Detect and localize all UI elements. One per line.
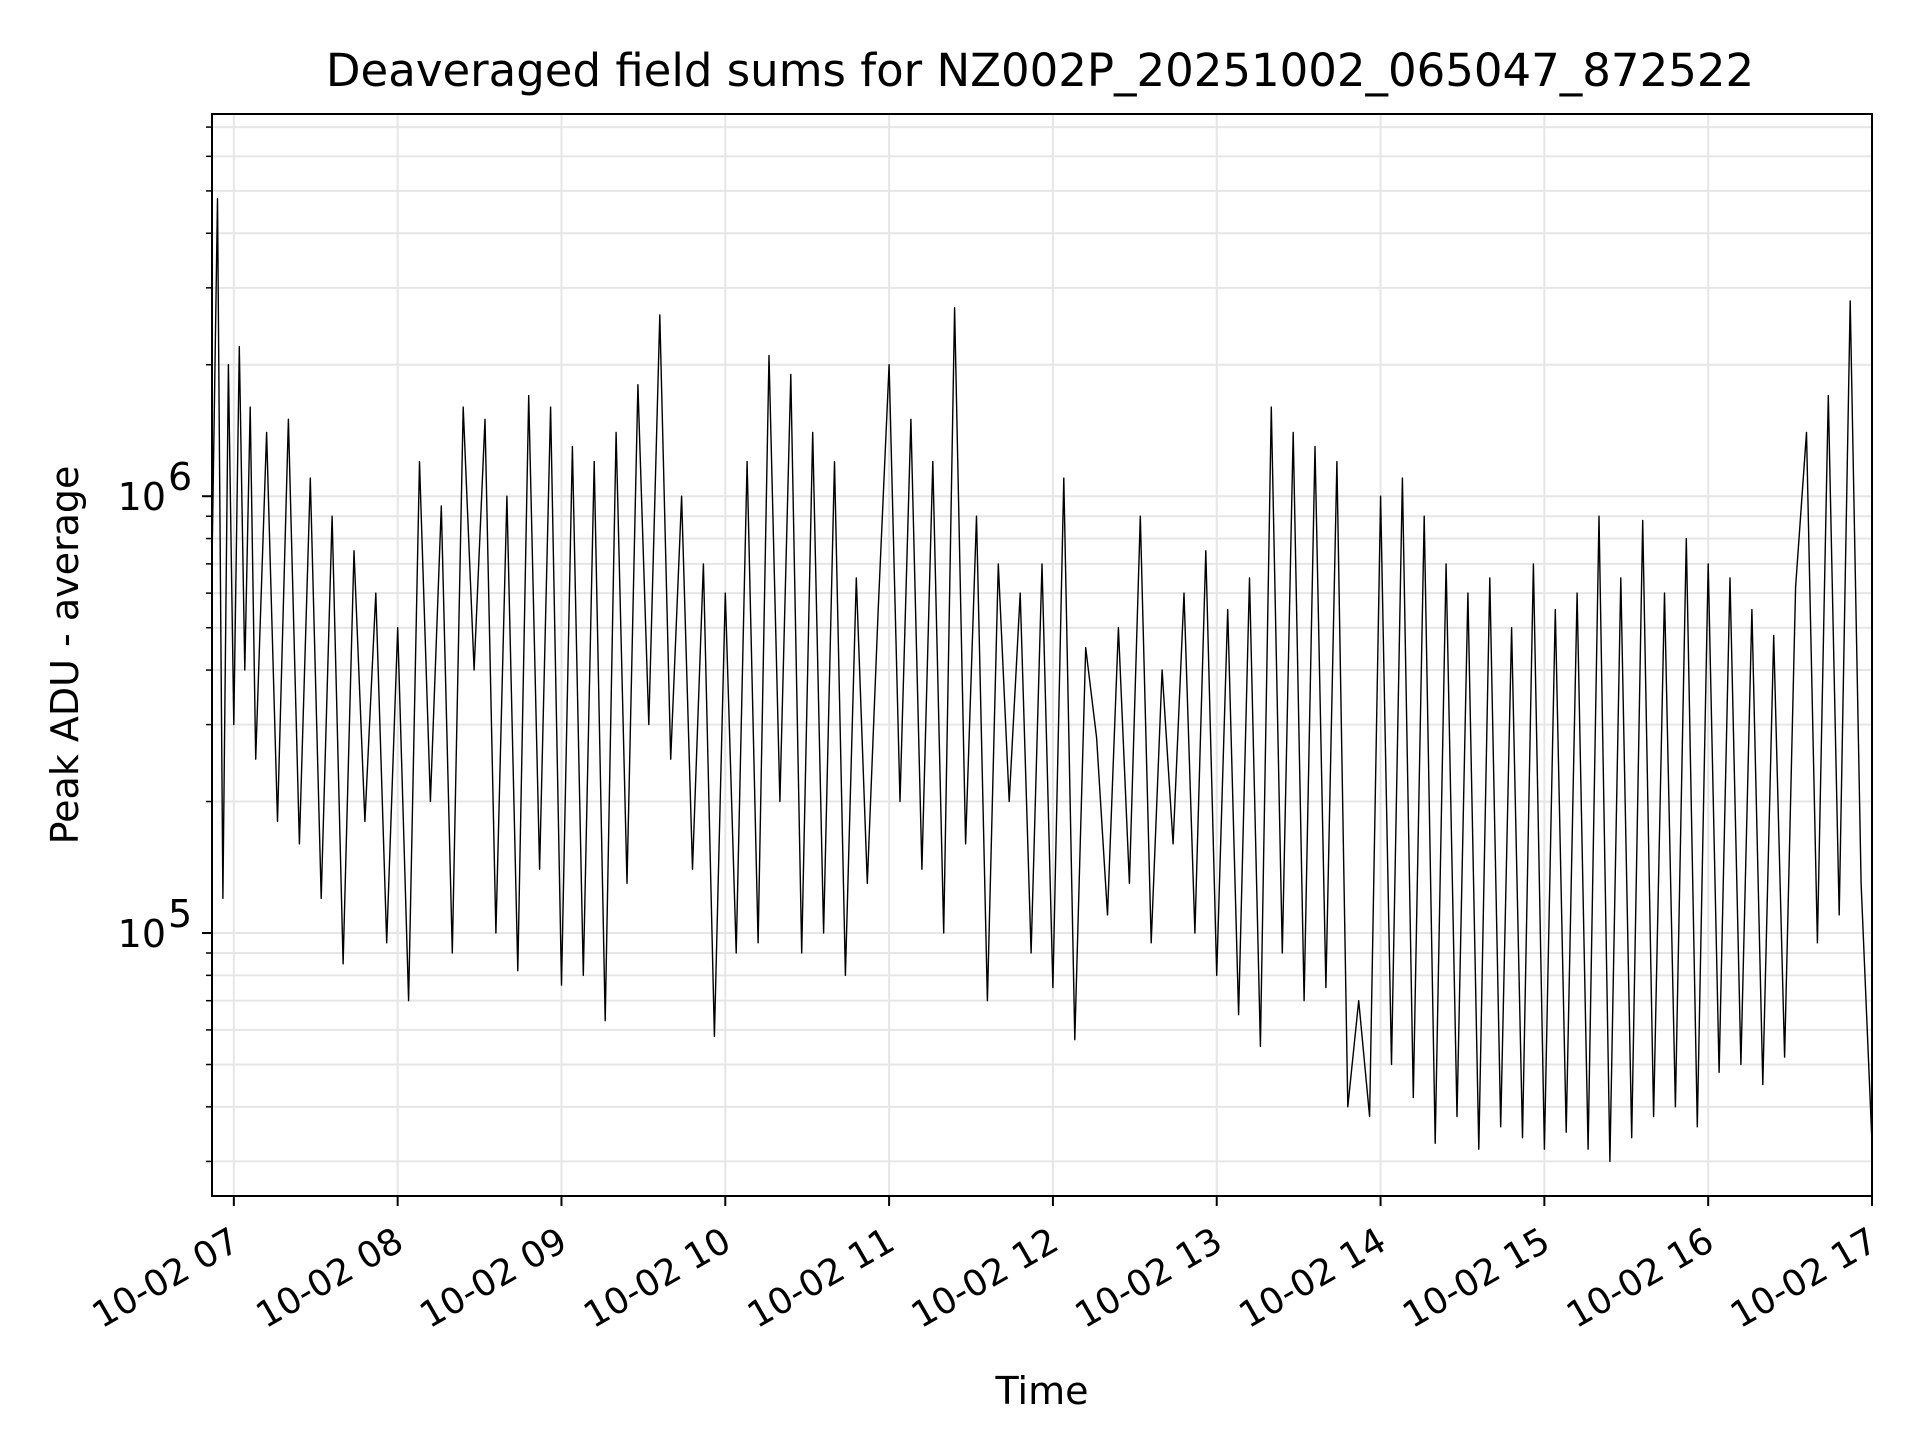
- series-line: [211, 197, 1873, 1163]
- y-tick-label: 10: [118, 912, 166, 956]
- y-tick-exponent: 5: [168, 892, 192, 936]
- y-axis-label: Peak ADU - average: [43, 466, 87, 845]
- x-axis-label: Time: [995, 1369, 1089, 1413]
- plot-frame: [211, 113, 1873, 1197]
- y-tick-label: 10: [118, 475, 166, 519]
- chart-title: Deaveraged field sums for NZ002P_2025100…: [326, 44, 1754, 97]
- y-tick-exponent: 6: [168, 455, 192, 499]
- plot-line-group: [211, 197, 1873, 1163]
